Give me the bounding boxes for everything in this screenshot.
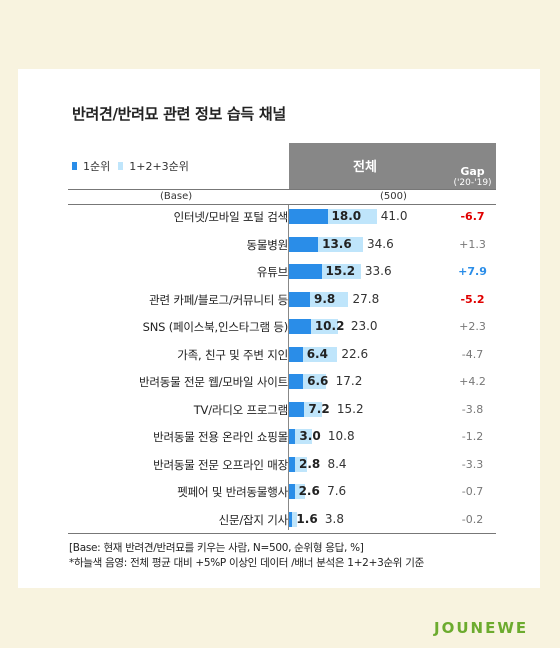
legend-swatch-first xyxy=(72,162,77,170)
value-label-first: 1.6 xyxy=(296,511,318,526)
bar-first xyxy=(289,511,293,527)
gap-value: -6.7 xyxy=(460,210,485,223)
category-label: 관련 카페/블로그/커뮤니티 등 xyxy=(149,292,288,307)
value-label-top3: 41.0 xyxy=(380,209,408,223)
header-gap-period: ('20-'19) xyxy=(453,178,492,188)
bar-first xyxy=(289,346,303,362)
bar-first xyxy=(289,429,296,444)
category-label: 반려동물 전용 온라인 쇼핑몰 xyxy=(153,430,288,444)
bar-first xyxy=(289,484,295,499)
bar-first xyxy=(289,291,310,307)
value-label-top3: 7.6 xyxy=(327,484,347,498)
category-label: SNS (페이스북,인스타그램 등) xyxy=(142,320,289,334)
bar-top3 xyxy=(289,511,298,527)
bar-first xyxy=(289,456,295,472)
value-label-first: 2.8 xyxy=(298,456,321,471)
value-label-first: 7.2 xyxy=(308,401,330,416)
bar-first xyxy=(289,374,304,389)
value-label-top3: 8.4 xyxy=(327,456,347,471)
bar-first xyxy=(289,401,305,417)
category-label: 신문/잡지 기사 xyxy=(218,512,289,527)
value-label-top3: 17.2 xyxy=(335,374,363,388)
gap-value: -1.2 xyxy=(461,430,484,443)
header-band xyxy=(289,143,496,189)
axis-line xyxy=(288,205,289,530)
header-gap: Gap xyxy=(460,165,485,178)
legend-label-first: 1순위 xyxy=(83,160,111,173)
gap-value: +2.3 xyxy=(459,320,486,333)
category-label: 반려동물 전문 오프라인 매장 xyxy=(153,457,288,472)
footnote-base: [Base: 현재 반려견/반려묘를 키우는 사람, N=500, 순위형 응답… xyxy=(69,542,364,554)
category-label: 유튜브 xyxy=(256,265,288,279)
value-label-first: 6.6 xyxy=(307,374,329,388)
value-label-top3: 22.6 xyxy=(341,346,369,361)
value-label-first: 6.4 xyxy=(306,346,328,361)
category-label: 반려동물 전문 웹/모바일 사이트 xyxy=(139,375,288,389)
gap-value: +1.3 xyxy=(459,237,486,251)
value-label-first: 2.6 xyxy=(298,484,320,498)
value-label-first: 15.2 xyxy=(325,264,356,278)
gap-value: -3.8 xyxy=(461,402,484,416)
base-value: (500) xyxy=(380,191,407,202)
gap-value: -0.2 xyxy=(461,512,484,526)
divider xyxy=(68,204,496,205)
value-label-top3: 27.8 xyxy=(352,291,380,306)
value-label-top3: 3.8 xyxy=(324,511,345,526)
bar-first xyxy=(289,319,311,334)
category-label: 펫페어 및 반려동물행사 xyxy=(177,485,288,499)
value-label-first: 9.8 xyxy=(313,291,336,306)
base-label: (Base) xyxy=(160,191,193,202)
category-label: TV/라디오 프로그램 xyxy=(193,402,288,417)
value-label-first: 13.6 xyxy=(322,236,352,251)
divider xyxy=(68,533,496,534)
value-label-top3: 10.8 xyxy=(327,429,355,443)
category-label: 동물병원 xyxy=(246,237,288,252)
chart-title: 반려견/반려묘 관련 정보 습득 채널 xyxy=(72,105,286,123)
legend-label-top3: 1+2+3순위 xyxy=(129,160,189,173)
category-label: 가족, 친구 및 주변 지인 xyxy=(177,347,288,362)
value-label-top3: 23.0 xyxy=(350,319,378,333)
gap-value: -5.2 xyxy=(460,292,485,306)
legend-swatch-top3 xyxy=(118,162,124,170)
gap-value: +7.9 xyxy=(458,265,487,278)
bar-first xyxy=(289,209,328,224)
value-label-first: 10.2 xyxy=(314,319,345,333)
bar-first xyxy=(289,236,319,252)
footnote-shade: *하늘색 음영: 전체 평균 대비 +5%P 이상인 데이터 /배너 분석은 1… xyxy=(69,557,424,569)
value-label-top3: 15.2 xyxy=(336,401,364,416)
bar-first xyxy=(289,264,322,279)
header-total: 전체 xyxy=(353,160,377,175)
gap-value: +4.2 xyxy=(459,375,486,388)
legend: 1순위 1+2+3순위 xyxy=(72,158,189,174)
value-label-first: 18.0 xyxy=(331,209,362,223)
gap-value: -3.3 xyxy=(461,457,484,471)
divider xyxy=(68,189,496,190)
value-label-top3: 34.6 xyxy=(367,236,394,251)
gap-value: -0.7 xyxy=(461,485,484,498)
value-label-first: 3.0 xyxy=(299,429,321,443)
value-label-top3: 33.6 xyxy=(364,264,392,278)
category-label: 인터넷/모바일 포털 검색 xyxy=(173,210,289,224)
gap-value: -4.7 xyxy=(461,347,484,361)
brand-logo: JOUNEWE xyxy=(434,619,529,637)
